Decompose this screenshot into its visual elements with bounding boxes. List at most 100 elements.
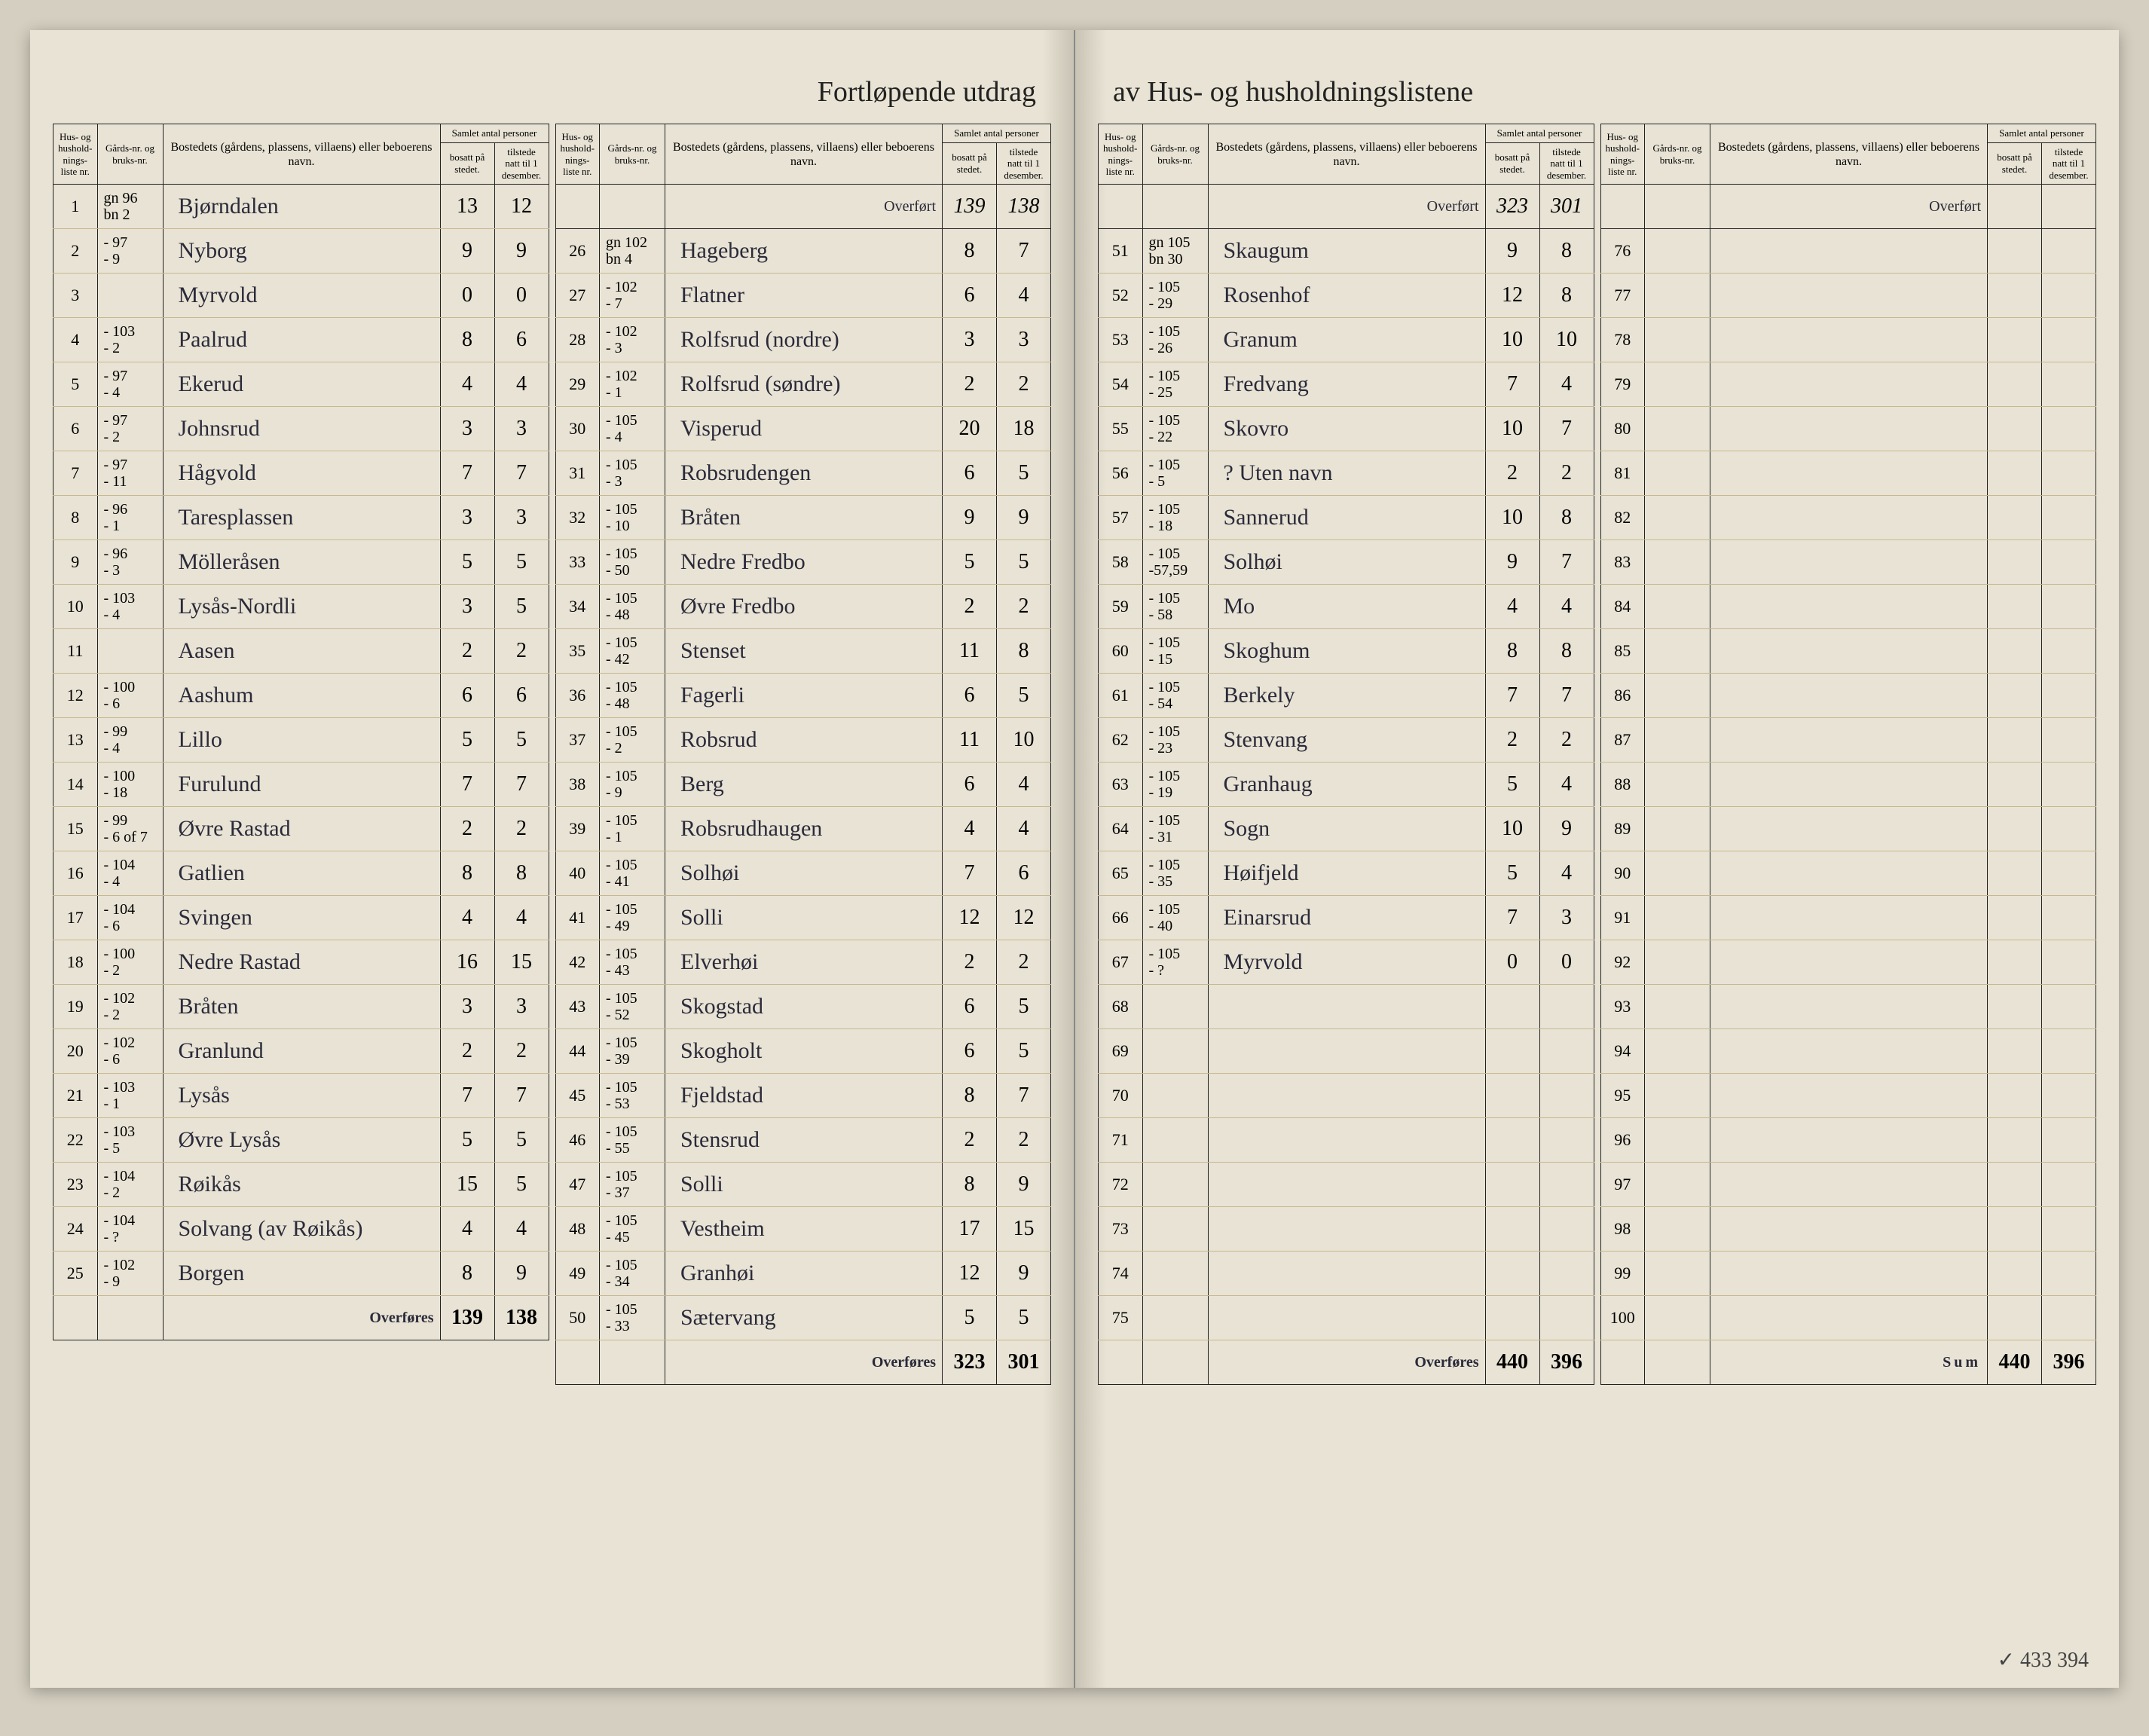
tilstede: 5 (997, 985, 1051, 1029)
bosatt: 7 (943, 851, 997, 896)
bosted-name: Rolfsrud (søndre) (665, 362, 943, 407)
table-row: 38- 105 - 9Berg64 (555, 763, 1051, 807)
tilstede (2042, 763, 2096, 807)
gard-nr: - 99 - 4 (97, 718, 163, 763)
bosted-name: Rosenhof (1208, 274, 1485, 318)
bosted-name: Taresplassen (163, 496, 440, 540)
tilstede: 5 (494, 718, 549, 763)
table-row: 72 (1099, 1163, 1594, 1207)
h-gard: Gårds-nr. og bruks-nr. (1645, 124, 1710, 185)
sum-label: Sum (1710, 1340, 1988, 1385)
bosted-name: Berg (665, 763, 943, 807)
footer3-t: 396 (1539, 1340, 1594, 1385)
gard-nr: gn 105 bn 30 (1142, 229, 1208, 274)
bosatt: 5 (1485, 763, 1539, 807)
table-row: 47- 105 - 37Solli89 (555, 1163, 1051, 1207)
bosted-name (1710, 229, 1988, 274)
row-number: 40 (555, 851, 600, 896)
table-row: 37- 105 - 2Robsrud1110 (555, 718, 1051, 763)
gard-nr: - 99 - 6 of 7 (97, 807, 163, 851)
row-number: 79 (1600, 362, 1645, 407)
table-row: 80 (1600, 407, 2096, 451)
bosted-name: Johnsrud (163, 407, 440, 451)
bosted-name: Solhøi (665, 851, 943, 896)
tilstede: 4 (1539, 763, 1594, 807)
bosted-name (1710, 407, 1988, 451)
bosatt: 16 (440, 940, 494, 985)
bosatt (1988, 451, 2042, 496)
tbody-2: Overført 139 138 26gn 102 bn 4Hageberg87… (555, 185, 1051, 1340)
table-row: 100 (1600, 1296, 2096, 1340)
row-number: 49 (555, 1252, 600, 1296)
bosatt: 12 (943, 896, 997, 940)
bosatt: 7 (1485, 896, 1539, 940)
gard-nr: - 105 - 22 (1142, 407, 1208, 451)
tilstede: 2 (997, 1118, 1051, 1163)
tilstede: 3 (494, 496, 549, 540)
overfort3-t: 301 (1539, 185, 1594, 229)
tilstede: 2 (997, 585, 1051, 629)
bosatt (1485, 1296, 1539, 1340)
tilstede: 3 (1539, 896, 1594, 940)
bosted-name (1710, 362, 1988, 407)
h-tilstede: tilstede natt til 1 desember. (997, 142, 1051, 185)
bosatt (1988, 1118, 2042, 1163)
tilstede: 9 (997, 1163, 1051, 1207)
gard-nr: - 105 - 58 (1142, 585, 1208, 629)
bosted-name: Skaugum (1208, 229, 1485, 274)
bosted-name: Nedre Rastad (163, 940, 440, 985)
overfores-label: Overføres (163, 1296, 440, 1340)
bosatt: 8 (943, 229, 997, 274)
bosatt: 12 (1485, 274, 1539, 318)
table-row: 66- 105 - 40Einarsrud73 (1099, 896, 1594, 940)
row-number: 23 (53, 1163, 98, 1207)
table-row: 10- 103 - 4Lysås-Nordli35 (53, 585, 549, 629)
row-number: 62 (1099, 718, 1143, 763)
row-number: 50 (555, 1296, 600, 1340)
table-row: 63- 105 - 19Granhaug54 (1099, 763, 1594, 807)
row-number: 29 (555, 362, 600, 407)
overfort3-b: 323 (1485, 185, 1539, 229)
bosatt: 7 (440, 451, 494, 496)
bosatt (1988, 940, 2042, 985)
block-4: Hus- og hushold-nings-liste nr. Gårds-nr… (1600, 124, 2097, 1385)
gard-nr (1645, 229, 1710, 274)
gard-nr: - 105 - 40 (1142, 896, 1208, 940)
row-number: 52 (1099, 274, 1143, 318)
gard-nr: - 102 - 7 (600, 274, 665, 318)
bosted-name (1710, 540, 1988, 585)
table-row: 99 (1600, 1252, 2096, 1296)
row-number: 31 (555, 451, 600, 496)
row-number: 84 (1600, 585, 1645, 629)
tilstede (1539, 1296, 1594, 1340)
tilstede: 9 (494, 1252, 549, 1296)
bosted-name: Lysås-Nordli (163, 585, 440, 629)
bosted-name: Øvre Fredbo (665, 585, 943, 629)
row-number: 34 (555, 585, 600, 629)
row-number: 58 (1099, 540, 1143, 585)
bosatt (1485, 985, 1539, 1029)
table-row: 25- 102 - 9Borgen89 (53, 1252, 549, 1296)
corner-note: ✓ 433 394 (1998, 1647, 2089, 1673)
tbody-1: 1gn 96 bn 2Bjørndalen13122- 97 - 9Nyborg… (53, 185, 549, 1296)
tilstede: 4 (997, 807, 1051, 851)
row-number: 98 (1600, 1207, 1645, 1252)
footer-3: Overføres 440 396 (1099, 1340, 1594, 1385)
bosatt: 2 (440, 807, 494, 851)
table-row: 93 (1600, 985, 2096, 1029)
bosatt (1988, 318, 2042, 362)
row-number: 39 (555, 807, 600, 851)
bosted-name: Granhøi (665, 1252, 943, 1296)
bosatt: 9 (440, 229, 494, 274)
bosted-name: Granum (1208, 318, 1485, 362)
table-row: 17- 104 - 6Svingen44 (53, 896, 549, 940)
row-number: 18 (53, 940, 98, 985)
gard-nr: - 96 - 1 (97, 496, 163, 540)
bosted-name (1710, 851, 1988, 896)
thead-3: Hus- og hushold-nings-liste nr. Gårds-nr… (1099, 124, 1594, 185)
bosted-name: Skogstad (665, 985, 943, 1029)
table-row: 18- 100 - 2Nedre Rastad1615 (53, 940, 549, 985)
bosatt (1988, 718, 2042, 763)
tilstede: 12 (997, 896, 1051, 940)
bosted-name: Elverhøi (665, 940, 943, 985)
